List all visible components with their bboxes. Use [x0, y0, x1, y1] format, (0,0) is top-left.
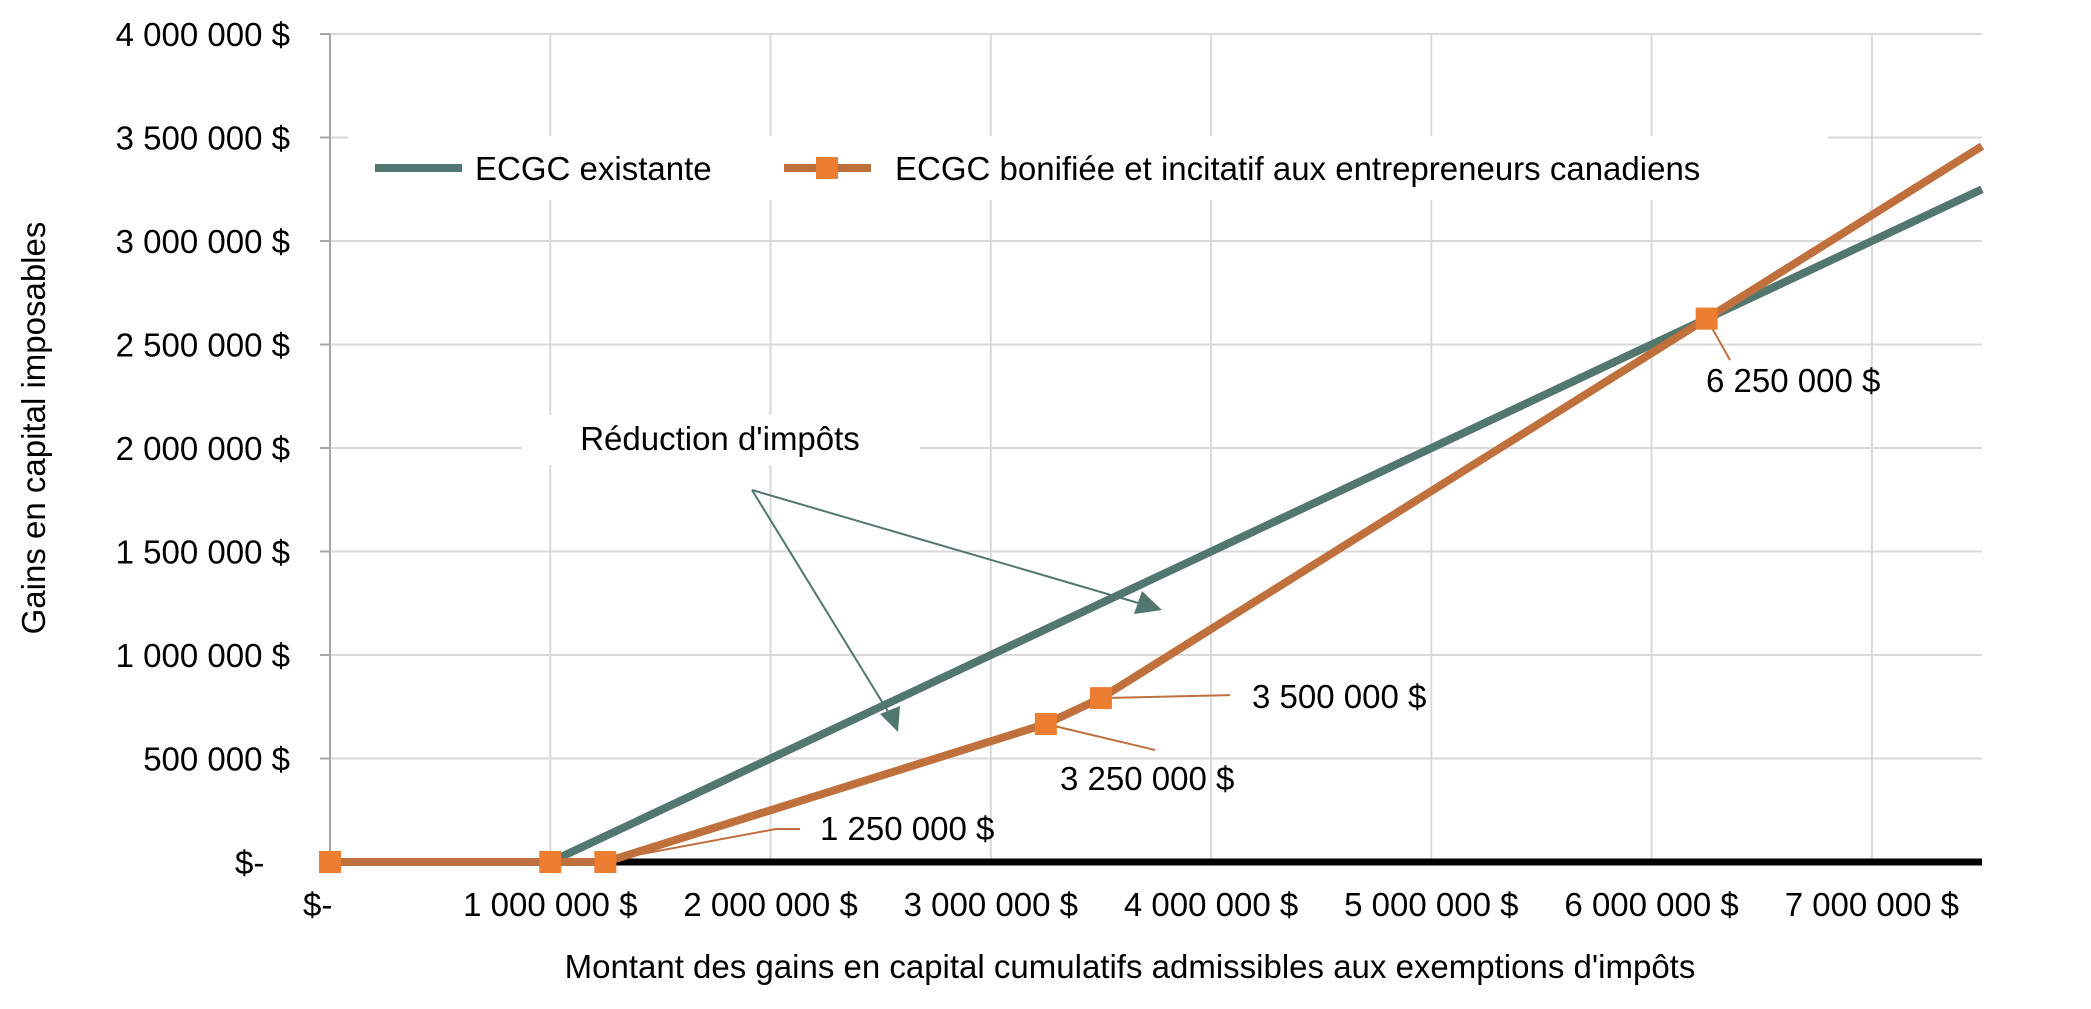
- reduction-arrow-head: [880, 706, 900, 732]
- y-tick-label: 3 500 000 $: [116, 120, 290, 157]
- annotation-leader: [1045, 723, 1156, 751]
- legend-label-existing: ECGC existante: [475, 150, 712, 187]
- x-tick-label: 1 000 000 $: [463, 886, 637, 923]
- y-tick-label: $-: [235, 844, 264, 881]
- series-line-enhanced: [330, 142, 1985, 866]
- annotation-leader: [1100, 694, 1231, 700]
- legend-box: [348, 136, 1828, 200]
- legend-label-enhanced: ECGC bonifiée et incitatif aux entrepren…: [895, 150, 1700, 187]
- x-axis-title: Montant des gains en capital cumulatifs …: [565, 948, 1696, 985]
- series-marker: [1695, 307, 1718, 330]
- y-tick-label: 3 000 000 $: [116, 223, 290, 260]
- legend-marker-enhanced: [816, 157, 838, 179]
- x-tick-label: 4 000 000 $: [1124, 886, 1298, 923]
- annotation-label: 3 500 000 $: [1252, 678, 1426, 715]
- y-axis-title: Gains en capital imposables: [15, 222, 52, 635]
- y-tick-label: 1 000 000 $: [116, 637, 290, 674]
- y-tick-label: 1 500 000 $: [116, 534, 290, 571]
- x-tick-label: 2 000 000 $: [683, 886, 857, 923]
- x-tick-label: 6 000 000 $: [1564, 886, 1738, 923]
- annotation-leader: [609, 828, 800, 861]
- y-tick-label: 4 000 000 $: [116, 16, 290, 53]
- tick-labels: $- 500 000 $ 1 000 000 $ 1 500 000 $ 2 000 0…: [116, 16, 1959, 923]
- x-tick-label: 7 000 000 $: [1785, 886, 1959, 923]
- series-marker: [1034, 712, 1057, 735]
- annotation-label-box: [522, 415, 920, 465]
- series-markers: [319, 307, 1718, 873]
- x-tick-label: $-: [303, 886, 332, 923]
- reduction-arrow-line: [751, 489, 1153, 608]
- series-marker: [319, 851, 341, 873]
- reduction-arrow-line: [751, 489, 893, 719]
- annotation-label: 6 250 000 $: [1706, 362, 1880, 399]
- reduction-arrow-head: [1134, 591, 1162, 614]
- series-marker: [1089, 687, 1112, 710]
- annotations: 1 250 000 $ 3 250 000 $ 3 500 000 $ 6 250 0…: [522, 362, 1880, 847]
- series-marker: [594, 851, 617, 873]
- series-lines: [330, 142, 1985, 866]
- y-tick-label: 2 000 000 $: [116, 430, 290, 467]
- x-tick-label: 5 000 000 $: [1344, 886, 1518, 923]
- annotation-label: 3 250 000 $: [1060, 760, 1234, 797]
- annotation-label: 1 250 000 $: [820, 810, 994, 847]
- y-tick-label: 500 000 $: [143, 741, 290, 778]
- x-tick-label: 3 000 000 $: [904, 886, 1078, 923]
- legend: ECGC existante ECGC bonifiée et incitatif…: [348, 136, 1828, 200]
- reduction-label: Réduction d'impôts: [580, 420, 860, 457]
- series-marker: [539, 851, 562, 873]
- y-tick-label: 2 500 000 $: [116, 327, 290, 364]
